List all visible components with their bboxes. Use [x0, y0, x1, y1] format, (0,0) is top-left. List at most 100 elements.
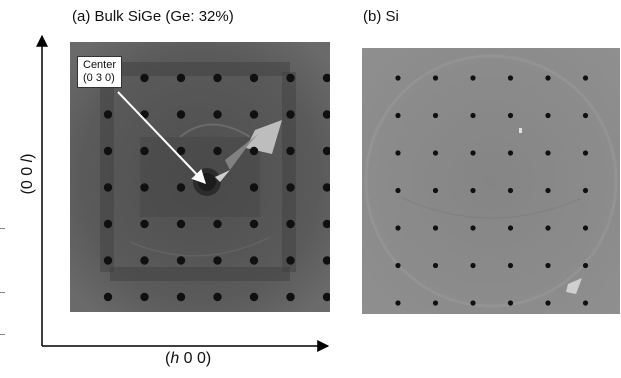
diffraction-spot — [140, 146, 149, 156]
diffraction-spot — [249, 219, 259, 229]
diffraction-spots-a — [103, 73, 330, 302]
diffraction-spot — [103, 219, 113, 229]
diffraction-spot — [176, 292, 186, 302]
diffraction-spot — [322, 73, 330, 83]
diffraction-spot — [582, 262, 589, 269]
y-axis-label: (0 0 l) — [19, 153, 36, 195]
diffraction-spot — [582, 187, 589, 194]
diffraction-spot — [103, 110, 113, 119]
diffraction-spot — [507, 112, 514, 119]
diffraction-spot — [395, 187, 401, 194]
diffraction-spot — [140, 292, 149, 302]
diffraction-spot — [582, 300, 589, 306]
diffraction-spot — [286, 110, 295, 119]
diffraction-spot — [286, 292, 295, 302]
diffraction-spot — [507, 187, 514, 194]
diffraction-spot — [322, 292, 330, 302]
diffraction-spot — [395, 225, 401, 231]
diffraction-spot — [322, 256, 330, 265]
diffraction-spot — [322, 146, 330, 156]
diffraction-spot — [103, 292, 113, 302]
diffraction-spot — [545, 225, 551, 231]
diffraction-spot — [582, 225, 589, 231]
diffraction-spot — [470, 112, 476, 119]
edge-tick — [0, 334, 5, 335]
diffraction-spot — [176, 110, 186, 119]
diffraction-spot — [249, 73, 259, 83]
diffraction-spot — [470, 187, 476, 194]
panel-b-title: (b) Si — [363, 8, 399, 25]
diffraction-spot — [432, 150, 439, 156]
diffraction-spot — [395, 150, 401, 156]
diffraction-spot — [176, 183, 186, 192]
diffraction-spot — [470, 225, 476, 231]
diffraction-spot — [140, 73, 149, 83]
diffraction-spot — [322, 183, 330, 192]
diffraction-spot — [322, 110, 330, 119]
diffraction-spot — [432, 300, 439, 306]
diffraction-spot — [286, 219, 295, 229]
diffraction-spot — [507, 225, 514, 231]
panel-a-title: (a) Bulk SiGe (Ge: 32%) — [72, 8, 234, 25]
diffraction-spot — [213, 146, 222, 156]
diffraction-spot — [395, 300, 401, 306]
diffraction-spot — [432, 262, 439, 269]
diffraction-spot — [140, 256, 149, 265]
diffraction-spot — [582, 112, 589, 119]
diffraction-spot — [470, 262, 476, 269]
diffraction-spot — [213, 256, 222, 265]
diffraction-spot — [249, 292, 259, 302]
diffraction-spot — [249, 256, 259, 265]
diffraction-spot — [507, 75, 514, 81]
diffraction-spot — [103, 183, 113, 192]
diffraction-spot — [322, 219, 330, 229]
diffraction-spot — [286, 183, 295, 192]
diffraction-spot — [395, 262, 401, 269]
diffraction-spot — [545, 262, 551, 269]
si-diffraction-image — [362, 48, 620, 314]
bright-artifact — [566, 278, 582, 294]
diffraction-spot — [470, 150, 476, 156]
diffraction-spot — [176, 73, 186, 83]
center-annotation: Center (0 3 0) — [77, 56, 123, 88]
diffraction-spot — [286, 256, 295, 265]
diffraction-spot — [395, 112, 401, 119]
x-axis-label: (h 0 0) — [165, 350, 212, 367]
diffraction-spot — [213, 73, 222, 83]
edge-tick — [0, 292, 5, 293]
diffraction-spots-b — [395, 75, 589, 306]
diffraction-spot — [432, 112, 439, 119]
center-pointer-arrow — [117, 91, 206, 185]
diffraction-spot — [507, 300, 514, 306]
diffraction-spot — [432, 225, 439, 231]
diffraction-spot — [140, 219, 149, 229]
diffraction-spot — [507, 150, 514, 156]
diffraction-spot — [470, 300, 476, 306]
diffraction-spot — [286, 73, 295, 83]
beam-stop-highlight — [246, 120, 282, 154]
diffraction-spot — [545, 150, 551, 156]
diffraction-spot — [286, 146, 295, 156]
diffraction-spot — [249, 183, 259, 192]
diffraction-spot — [582, 75, 589, 81]
diffraction-spot — [140, 183, 149, 192]
center-annotation-line1: Center — [83, 59, 117, 71]
diffraction-spot — [103, 256, 113, 265]
diffraction-spot — [213, 292, 222, 302]
diffraction-spot — [249, 146, 259, 156]
diffraction-spot — [395, 75, 401, 81]
diffraction-spot — [176, 256, 186, 265]
diffraction-spot — [545, 300, 551, 306]
diffraction-spot — [213, 110, 222, 119]
diffraction-spot — [545, 187, 551, 194]
diffraction-spot — [470, 75, 476, 81]
diffraction-spot — [176, 146, 186, 156]
diffraction-spot — [582, 150, 589, 156]
diffraction-spot — [213, 219, 222, 229]
diffraction-spot — [545, 75, 551, 81]
diffraction-spot — [545, 112, 551, 119]
diffraction-spot — [103, 146, 113, 156]
diffraction-spot — [432, 75, 439, 81]
diffraction-spot — [507, 262, 514, 269]
